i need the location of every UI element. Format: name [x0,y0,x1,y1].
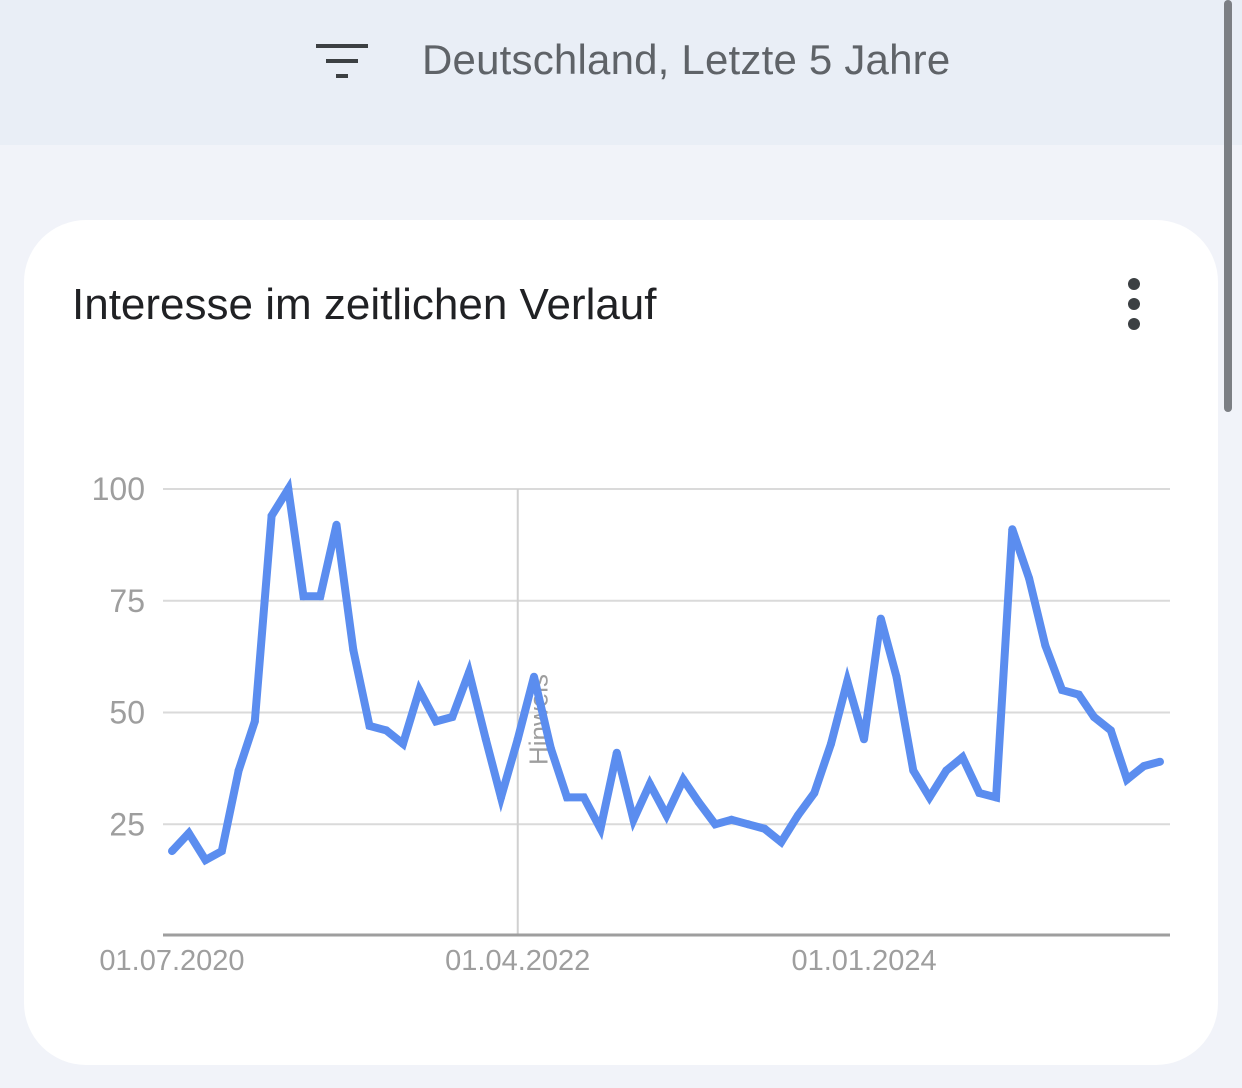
data-point[interactable] [744,820,753,829]
data-point[interactable] [1025,574,1034,583]
data-point[interactable] [250,717,259,726]
data-point[interactable] [1106,726,1115,735]
data-point[interactable] [777,838,786,847]
data-point[interactable] [909,766,918,775]
data-point[interactable] [284,485,293,493]
data-point[interactable] [563,793,571,802]
data-point[interactable] [382,726,391,735]
more-options-button[interactable] [1110,272,1158,336]
data-point[interactable] [958,753,967,762]
data-point[interactable] [217,847,226,856]
filter-summary[interactable]: Deutschland, Letzte 5 Jahre [422,36,951,83]
y-tick-label: 75 [109,583,145,619]
data-point[interactable] [1074,690,1083,699]
scrollbar[interactable] [1224,0,1232,412]
data-point[interactable] [448,713,457,721]
data-point[interactable] [892,672,901,681]
data-point[interactable] [760,824,769,833]
data-point[interactable] [975,789,984,797]
data-point[interactable] [481,735,490,744]
data-point[interactable] [876,614,885,623]
data-point[interactable] [579,793,588,802]
y-tick-label: 50 [109,695,145,731]
data-point[interactable] [612,748,621,757]
chart-card: Interesse im zeitlichen Verlauf [24,220,1218,1065]
data-point[interactable] [1123,775,1131,784]
filter-list-icon [316,44,368,78]
filter-bar: Deutschland, Letzte 5 Jahre [0,0,1242,145]
data-point[interactable] [942,766,951,775]
data-point[interactable] [662,811,671,820]
data-point[interactable] [711,820,720,829]
data-point[interactable] [1090,713,1098,721]
data-point[interactable] [349,645,358,654]
x-tick-label: 01.04.2022 [445,945,590,977]
data-point[interactable] [530,672,538,681]
data-point[interactable] [432,717,440,726]
data-point[interactable] [184,829,193,838]
data-point[interactable] [596,824,605,833]
data-point[interactable] [694,797,703,806]
data-point[interactable] [399,739,407,748]
x-tick-label: 01.01.2024 [791,945,936,977]
x-tick-label: 01.07.2020 [99,945,244,977]
data-point[interactable] [465,668,473,677]
data-point[interactable] [810,789,819,797]
data-point[interactable] [299,592,308,601]
data-point[interactable] [168,847,176,856]
data-point[interactable] [679,775,688,784]
data-point[interactable] [316,592,325,601]
data-point[interactable] [645,780,654,788]
data-point[interactable] [497,793,505,802]
data-point[interactable] [1058,686,1067,695]
card-title: Interesse im zeitlichen Verlauf [72,280,657,329]
data-point[interactable] [1139,762,1148,771]
data-point[interactable] [415,686,424,695]
data-point[interactable] [332,520,341,529]
data-point[interactable] [513,735,522,744]
filter-button[interactable] [306,32,378,92]
data-point[interactable] [827,739,835,748]
data-point[interactable] [629,815,638,824]
data-point[interactable] [794,811,802,820]
data-point[interactable] [860,735,868,744]
data-point[interactable] [234,766,243,775]
y-tick-label: 100 [92,471,145,507]
data-point[interactable] [843,677,852,686]
data-point[interactable] [365,721,374,730]
data-point[interactable] [1008,525,1017,534]
more-vert-icon [1128,278,1140,330]
data-point[interactable] [992,793,1001,802]
data-point[interactable] [1041,641,1050,650]
data-point[interactable] [201,856,210,864]
series-line [169,477,1162,866]
data-point[interactable] [1156,757,1164,766]
data-point[interactable] [727,815,736,824]
data-point[interactable] [267,511,276,520]
data-point[interactable] [925,793,934,802]
data-point[interactable] [546,744,555,753]
y-tick-label: 25 [109,806,145,842]
